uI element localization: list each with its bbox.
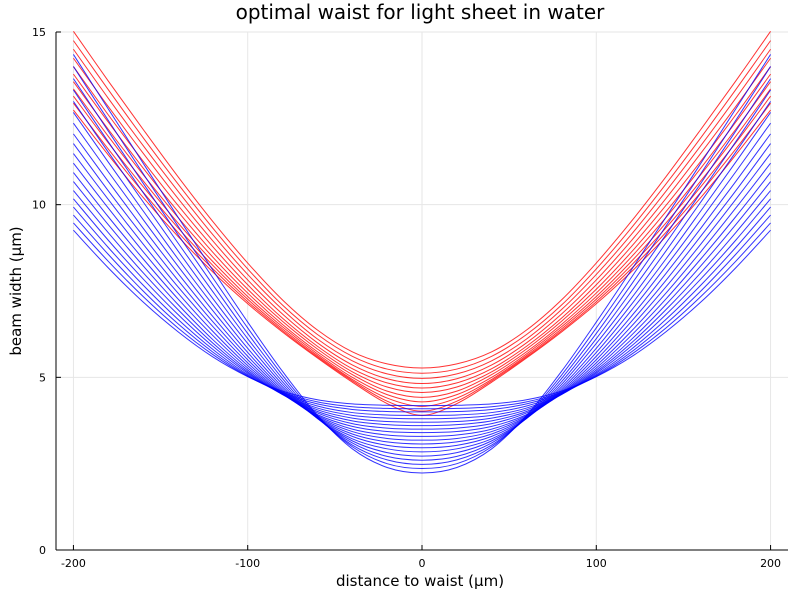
tick-layer: -200 -100 0 100 200 0 5 10 15: [32, 26, 781, 570]
blue-beam-curve-25: [73, 198, 771, 420]
y-tick-label: 10: [32, 199, 46, 212]
blue-beam-curve-12: [73, 66, 771, 470]
red-beam-curve-7: [73, 88, 771, 403]
x-axis-label: distance to waist (µm): [336, 572, 504, 590]
x-tick-label: -200: [61, 557, 86, 570]
y-tick-label: 0: [39, 544, 46, 557]
blue-beam-curve-24: [73, 190, 771, 423]
blue-beam-curve-22: [73, 172, 771, 430]
blue-beam-curve-15: [73, 101, 771, 457]
blue-beam-curve-21: [73, 162, 771, 434]
red-beam-curve-8: [73, 95, 771, 407]
blue-beam-curve-28: [73, 222, 771, 410]
x-tick-label: 200: [760, 557, 781, 570]
x-tick-label: -100: [235, 557, 260, 570]
blue-beam-curve-20: [73, 153, 771, 437]
blue-beam-curve-14: [73, 89, 771, 461]
red-beam-curve-0: [73, 31, 771, 369]
blue-beam-curve-13: [73, 78, 771, 465]
blue-beam-curve-18: [73, 133, 771, 445]
blue-beam-curve-26: [73, 206, 771, 416]
blue-beam-curve-29: [73, 229, 771, 407]
blue-beam-curve-16: [73, 112, 771, 453]
blue-beam-curve-19: [73, 143, 771, 441]
x-tick-label: 100: [586, 557, 607, 570]
red-beam-curve-5: [73, 73, 771, 394]
blue-beam-curve-17: [73, 122, 771, 449]
y-tick-label: 5: [39, 371, 46, 384]
red-beam-curve-9: [73, 102, 771, 412]
red-beam-curve-6: [73, 81, 771, 398]
chart-title: optimal waist for light sheet in water: [236, 0, 606, 24]
series-layer: [73, 31, 771, 474]
blue-beam-curve-11: [73, 54, 771, 474]
y-tick-label: 15: [32, 26, 46, 39]
x-tick-label: 0: [419, 557, 426, 570]
red-beam-curve-2: [73, 48, 771, 379]
red-beam-curve-3: [73, 57, 771, 385]
red-beam-curve-4: [73, 66, 771, 389]
y-axis-label: beam width (µm): [7, 226, 25, 355]
red-beam-curve-1: [73, 40, 771, 374]
blue-beam-curve-27: [73, 214, 771, 413]
blue-beam-curve-23: [73, 181, 771, 427]
